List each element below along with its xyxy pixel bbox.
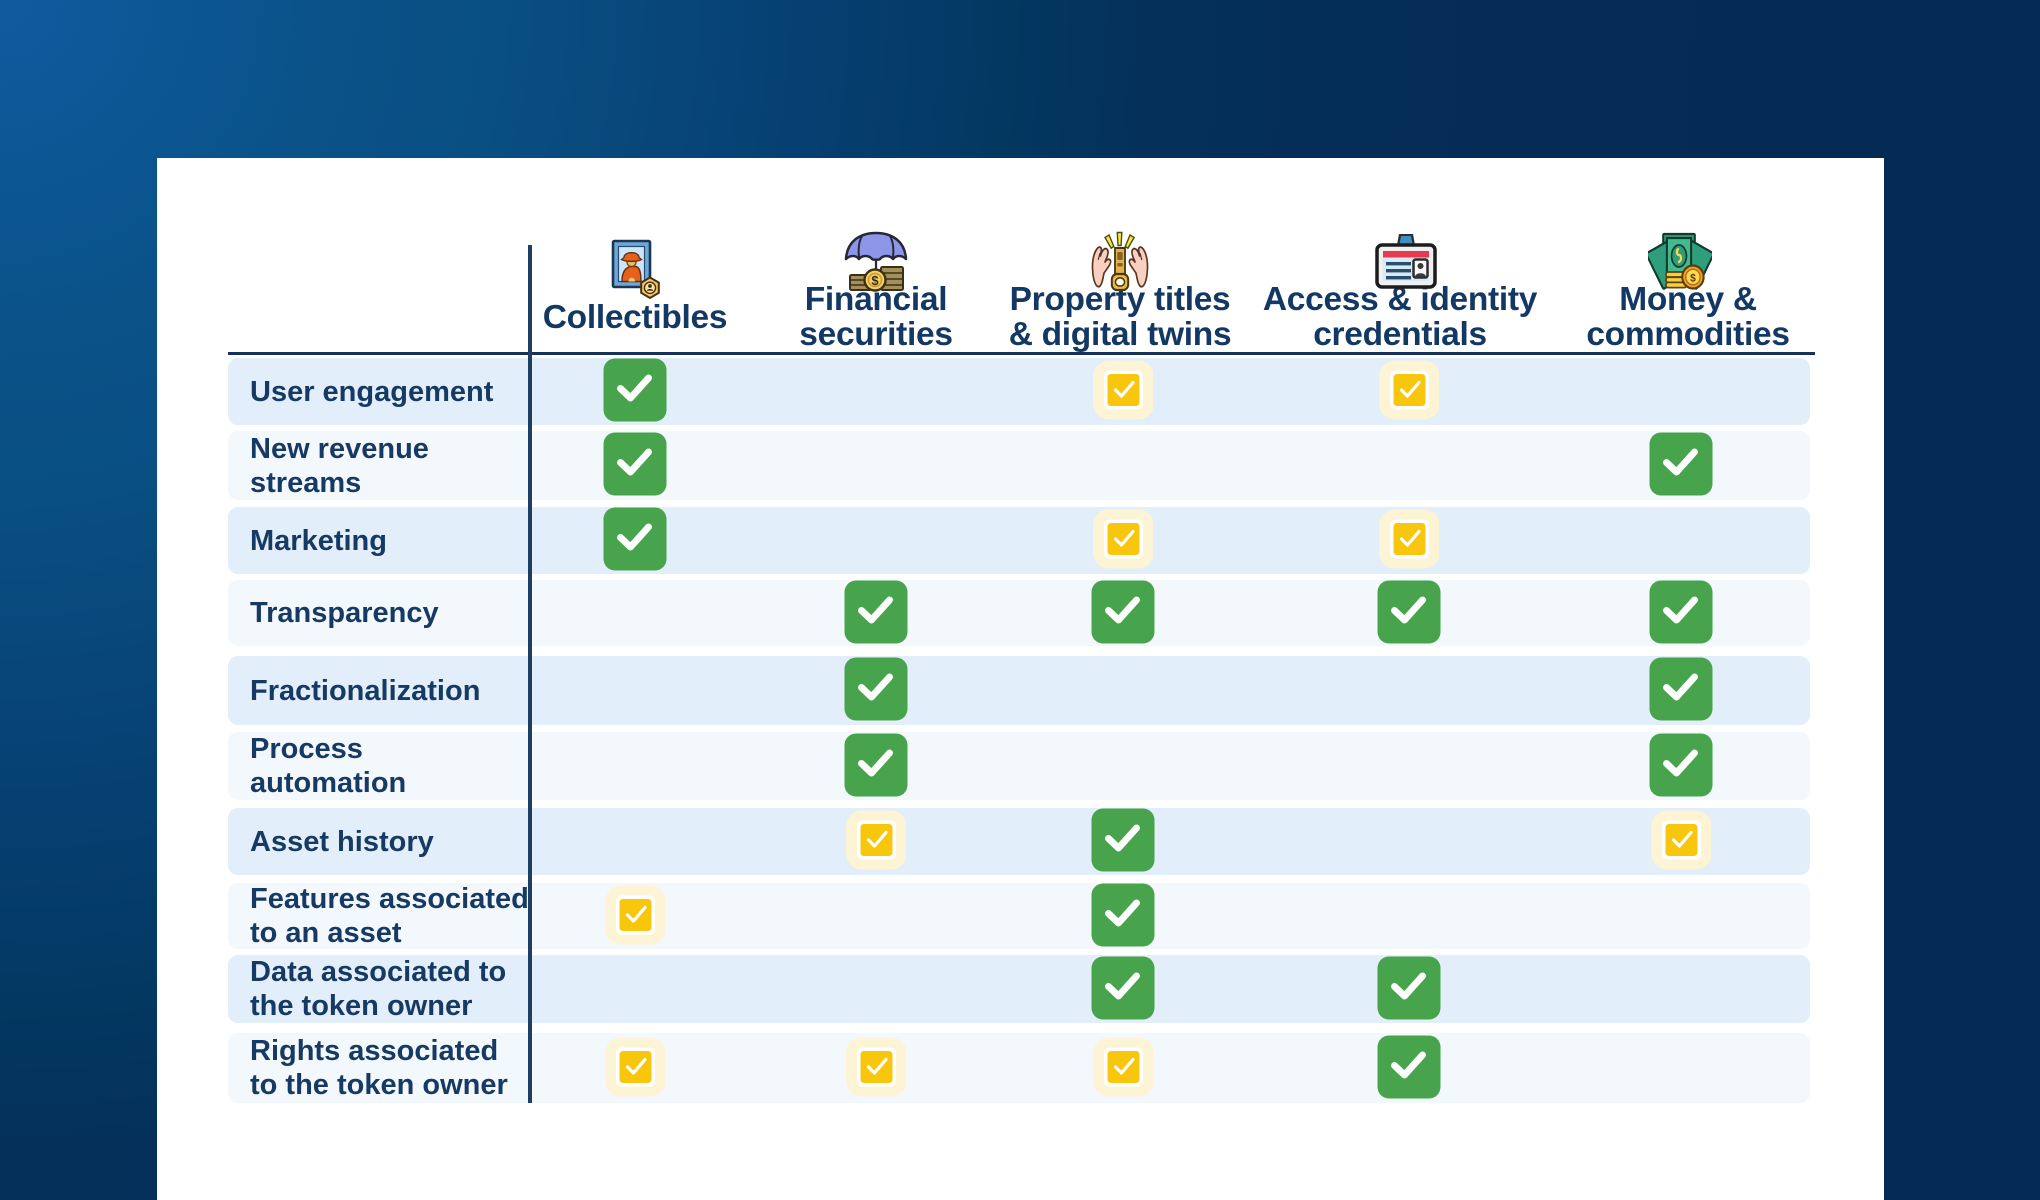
svg-text:$: $ (1690, 272, 1696, 284)
svg-text:$: $ (871, 273, 879, 288)
